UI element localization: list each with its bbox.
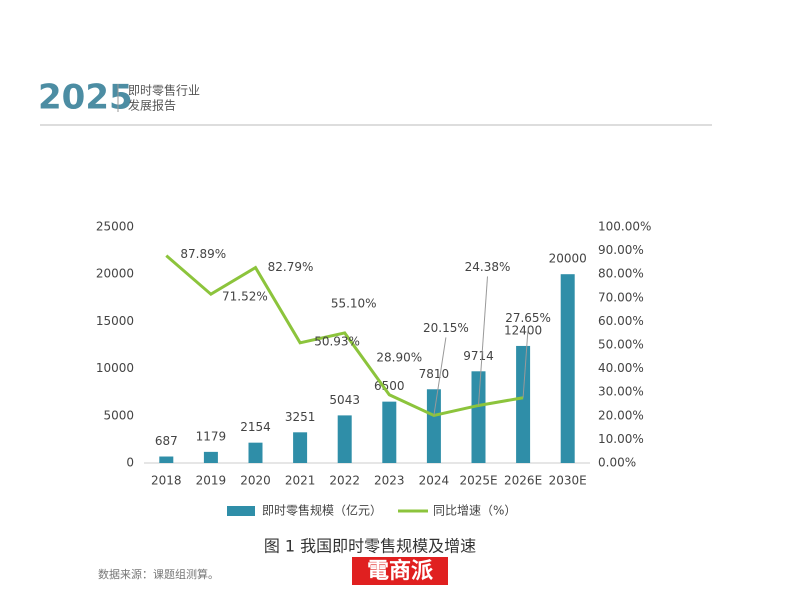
bar — [382, 401, 397, 463]
x-tick-label: 2026E — [504, 474, 542, 488]
caption: 图 1 我国即时零售规模及增速 — [264, 537, 476, 556]
bar-value-label: 3251 — [285, 410, 316, 424]
line-value-label: 55.10% — [331, 296, 377, 310]
y2-tick-label: 20.00% — [598, 408, 644, 422]
bar — [560, 274, 575, 463]
leader-line — [478, 276, 488, 406]
y-tick-label: 25000 — [96, 220, 134, 234]
y2-tick-label: 30.00% — [598, 385, 644, 399]
leader-line — [433, 337, 447, 416]
y-tick-label: 0 — [126, 456, 134, 470]
y2-tick-label: 80.00% — [598, 267, 644, 281]
legend-swatch — [227, 506, 255, 516]
bar — [337, 415, 352, 463]
header-title: 即时零售行业 — [128, 83, 200, 98]
y-tick-label: 20000 — [96, 267, 134, 281]
bar — [159, 456, 174, 463]
bar-value-label: 687 — [155, 434, 178, 448]
x-tick-label: 2020 — [240, 474, 271, 488]
bar-value-label: 12400 — [504, 323, 542, 337]
line-value-label: 71.52% — [222, 290, 268, 304]
y2-tick-label: 100.00% — [598, 220, 651, 234]
line — [165, 254, 524, 418]
bar — [426, 389, 441, 463]
y2-tick-label: 50.00% — [598, 338, 644, 352]
bar-value-label: 20000 — [549, 252, 587, 266]
source: 数据来源：课题组测算。 — [98, 567, 219, 581]
chart: 0 5000 10000 15000 20000 25000 0.00% 10.00% 20.0… — [96, 220, 652, 518]
line-value-label: 50.93% — [314, 334, 360, 348]
bar — [203, 451, 218, 463]
header-subtitle: 发展报告 — [128, 98, 176, 113]
watermark: 電商派 — [367, 558, 433, 584]
bar-value-label: 2154 — [240, 420, 271, 434]
line-value-label: 28.90% — [376, 350, 422, 364]
bar — [516, 345, 531, 463]
y-tick-label: 15000 — [96, 314, 134, 328]
bar — [248, 442, 263, 463]
bar-value-label: 7810 — [419, 367, 450, 381]
line-value-label: 87.89% — [180, 247, 226, 261]
leader-line — [522, 327, 529, 398]
y2-tick-label: 40.00% — [598, 361, 644, 375]
y-tick-label: 10000 — [96, 361, 134, 375]
legend-label: 同比增速（%） — [433, 504, 516, 518]
x-tick-label: 2024 — [419, 474, 450, 488]
y-tick-label: 5000 — [103, 408, 134, 422]
x-tick-label: 2025E — [459, 474, 497, 488]
y2-tick-label: 90.00% — [598, 243, 644, 257]
x-tick-label: 2019 — [196, 474, 227, 488]
header-year: 2025 — [38, 78, 133, 118]
x-tick-label: 2018 — [151, 474, 182, 488]
y2-tick-label: 0.00% — [598, 456, 636, 470]
bar — [293, 432, 308, 463]
bar-value-label: 5043 — [329, 393, 360, 407]
line-value-label: 24.38% — [465, 260, 511, 274]
bar-value-label: 1179 — [196, 429, 227, 443]
legend-label: 即时零售规模（亿元） — [262, 503, 382, 518]
watermark-bg — [352, 557, 448, 585]
x-tick-label: 2030E — [549, 474, 587, 488]
bar-value-label: 9714 — [463, 349, 494, 363]
line-value-label: 27.65% — [505, 311, 551, 325]
x-tick-label: 2022 — [329, 474, 360, 488]
bar — [471, 371, 486, 463]
line-value-label: 82.79% — [268, 260, 314, 274]
y2-tick-label: 10.00% — [598, 432, 644, 446]
y2-tick-label: 70.00% — [598, 290, 644, 304]
x-tick-label: 2021 — [285, 474, 316, 488]
y2-tick-label: 60.00% — [598, 314, 644, 328]
x-tick-label: 2023 — [374, 474, 405, 488]
line-value-label: 20.15% — [423, 321, 469, 335]
